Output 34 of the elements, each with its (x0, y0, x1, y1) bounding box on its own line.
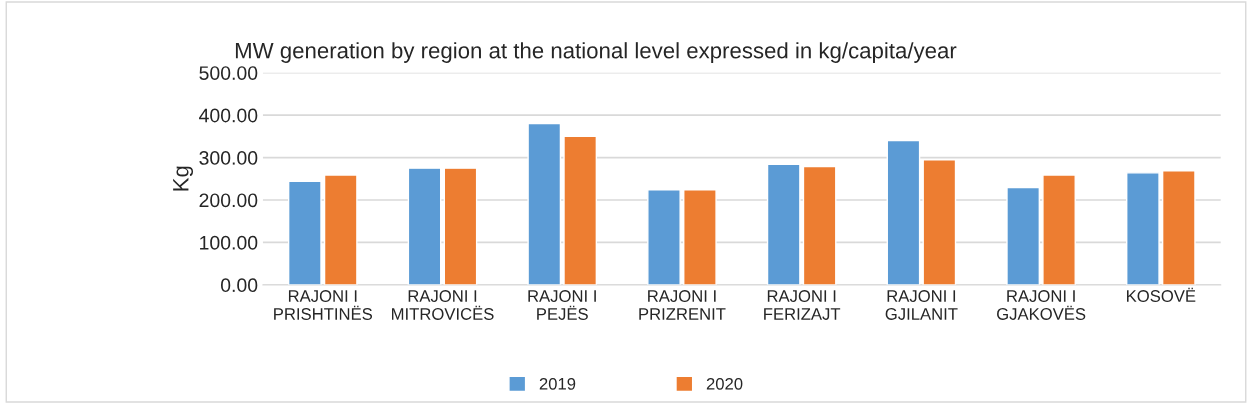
legend-label: 2020 (706, 377, 743, 390)
x-tick-label: RAJONI I MITROVICËS (392, 290, 494, 320)
x-tick-label: RAJONI I GJAKOVËS (997, 290, 1086, 320)
bar (563, 135, 598, 285)
y-tick-label: 300.00 (199, 151, 258, 165)
x-tick-label: RAJONI I PRISHTINËS (274, 290, 373, 320)
y-tick-label: 0.00 (220, 278, 258, 293)
bar (802, 165, 837, 285)
x-tick-label: RAJONI I PRIZRENIT (639, 290, 726, 320)
bar (766, 163, 801, 285)
bar (1161, 170, 1196, 285)
y-tick-label: 400.00 (199, 108, 258, 123)
bar (922, 158, 957, 285)
bar (886, 139, 921, 285)
bar (443, 167, 478, 285)
bar (647, 189, 681, 285)
legend-label: 2019 (539, 377, 576, 390)
bar (683, 189, 717, 285)
x-tick-label: RAJONI I FERIZAJT (764, 290, 841, 320)
x-tick-label: RAJONI I GJILANIT (885, 290, 958, 320)
bar (1126, 172, 1160, 285)
y-tick-label: 200.00 (199, 193, 258, 208)
bar (407, 167, 442, 285)
y-axis-title: Kg (173, 166, 194, 191)
bar (1006, 186, 1041, 285)
bar (323, 174, 358, 285)
chart-title: MW generation by region at the national level expressed in kg/capita/year (235, 42, 957, 63)
x-tick-label: RAJONI I PEJËS (528, 290, 596, 320)
y-tick-label: 100.00 (200, 235, 258, 250)
x-tick-label: KOSOVË (1127, 287, 1196, 302)
bar (527, 122, 562, 285)
y-tick-label: 500.00 (199, 66, 258, 80)
bar (287, 180, 322, 285)
bar (1042, 174, 1076, 285)
